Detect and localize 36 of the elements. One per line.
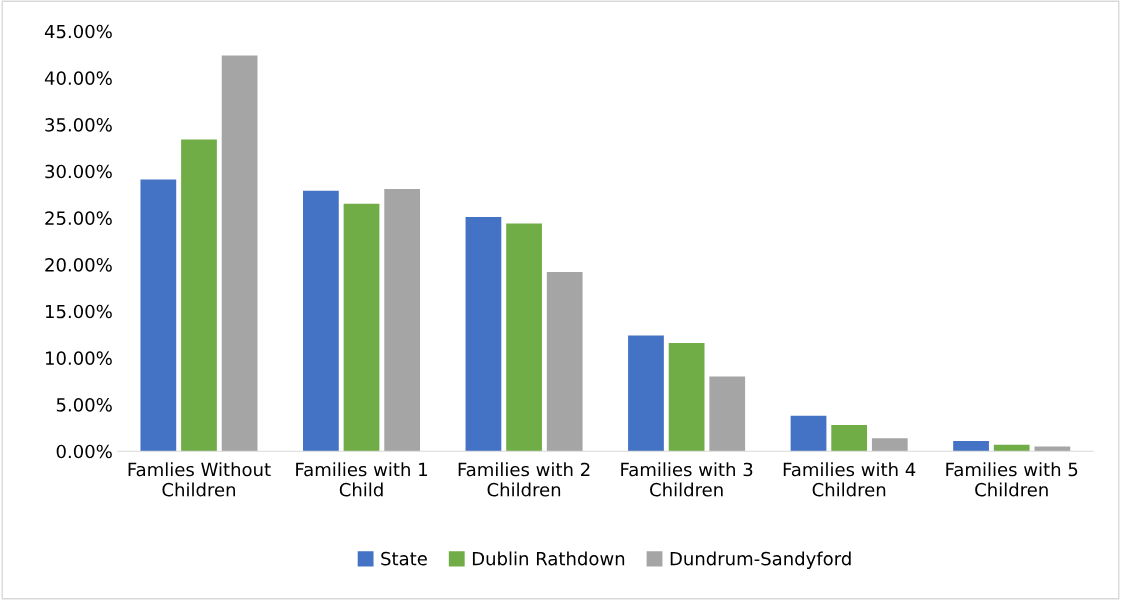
y-tick-label: 45.00% (44, 24, 112, 39)
legend-label: Dundrum-Sandyford (670, 551, 851, 569)
x-tick-label: Families with 2 Children (458, 462, 590, 497)
bar (993, 444, 1030, 452)
bar (628, 335, 664, 452)
y-tick-label: 0.00% (56, 444, 112, 459)
bar (343, 203, 380, 452)
bar (221, 55, 258, 452)
y-tick-label: 5.00% (56, 397, 112, 412)
legend-label: Dublin Rathdown (472, 551, 625, 566)
x-tick-label: Families with 5 Children (946, 462, 1078, 497)
bar (465, 216, 502, 452)
y-tick-label: 15.00% (45, 304, 112, 319)
bar (546, 272, 583, 452)
legend-label: State (381, 551, 427, 566)
y-tick-label: 30.00% (45, 164, 112, 179)
bar (790, 415, 827, 452)
y-tick-label: 10.00% (45, 351, 112, 365)
bar (871, 438, 908, 452)
bar (140, 179, 177, 452)
bar (303, 190, 339, 452)
y-tick-label: 20.00% (45, 257, 112, 272)
x-tick-label: Families with 1 Child (296, 462, 427, 497)
bar (709, 376, 746, 452)
bar (668, 342, 705, 452)
bar (506, 223, 542, 452)
bar (181, 139, 217, 452)
y-tick-label: 25.00% (45, 211, 112, 225)
x-tick-label: Families with 3 Children (621, 462, 753, 497)
bar (831, 425, 868, 452)
bar (953, 440, 989, 452)
x-tick-label: Famlies Without Children (128, 462, 271, 497)
y-tick-label: 40.00% (44, 71, 112, 85)
bar (384, 188, 421, 452)
y-tick-label: 35.00% (45, 117, 112, 132)
x-tick-label: Families with 4 Children (783, 462, 916, 497)
